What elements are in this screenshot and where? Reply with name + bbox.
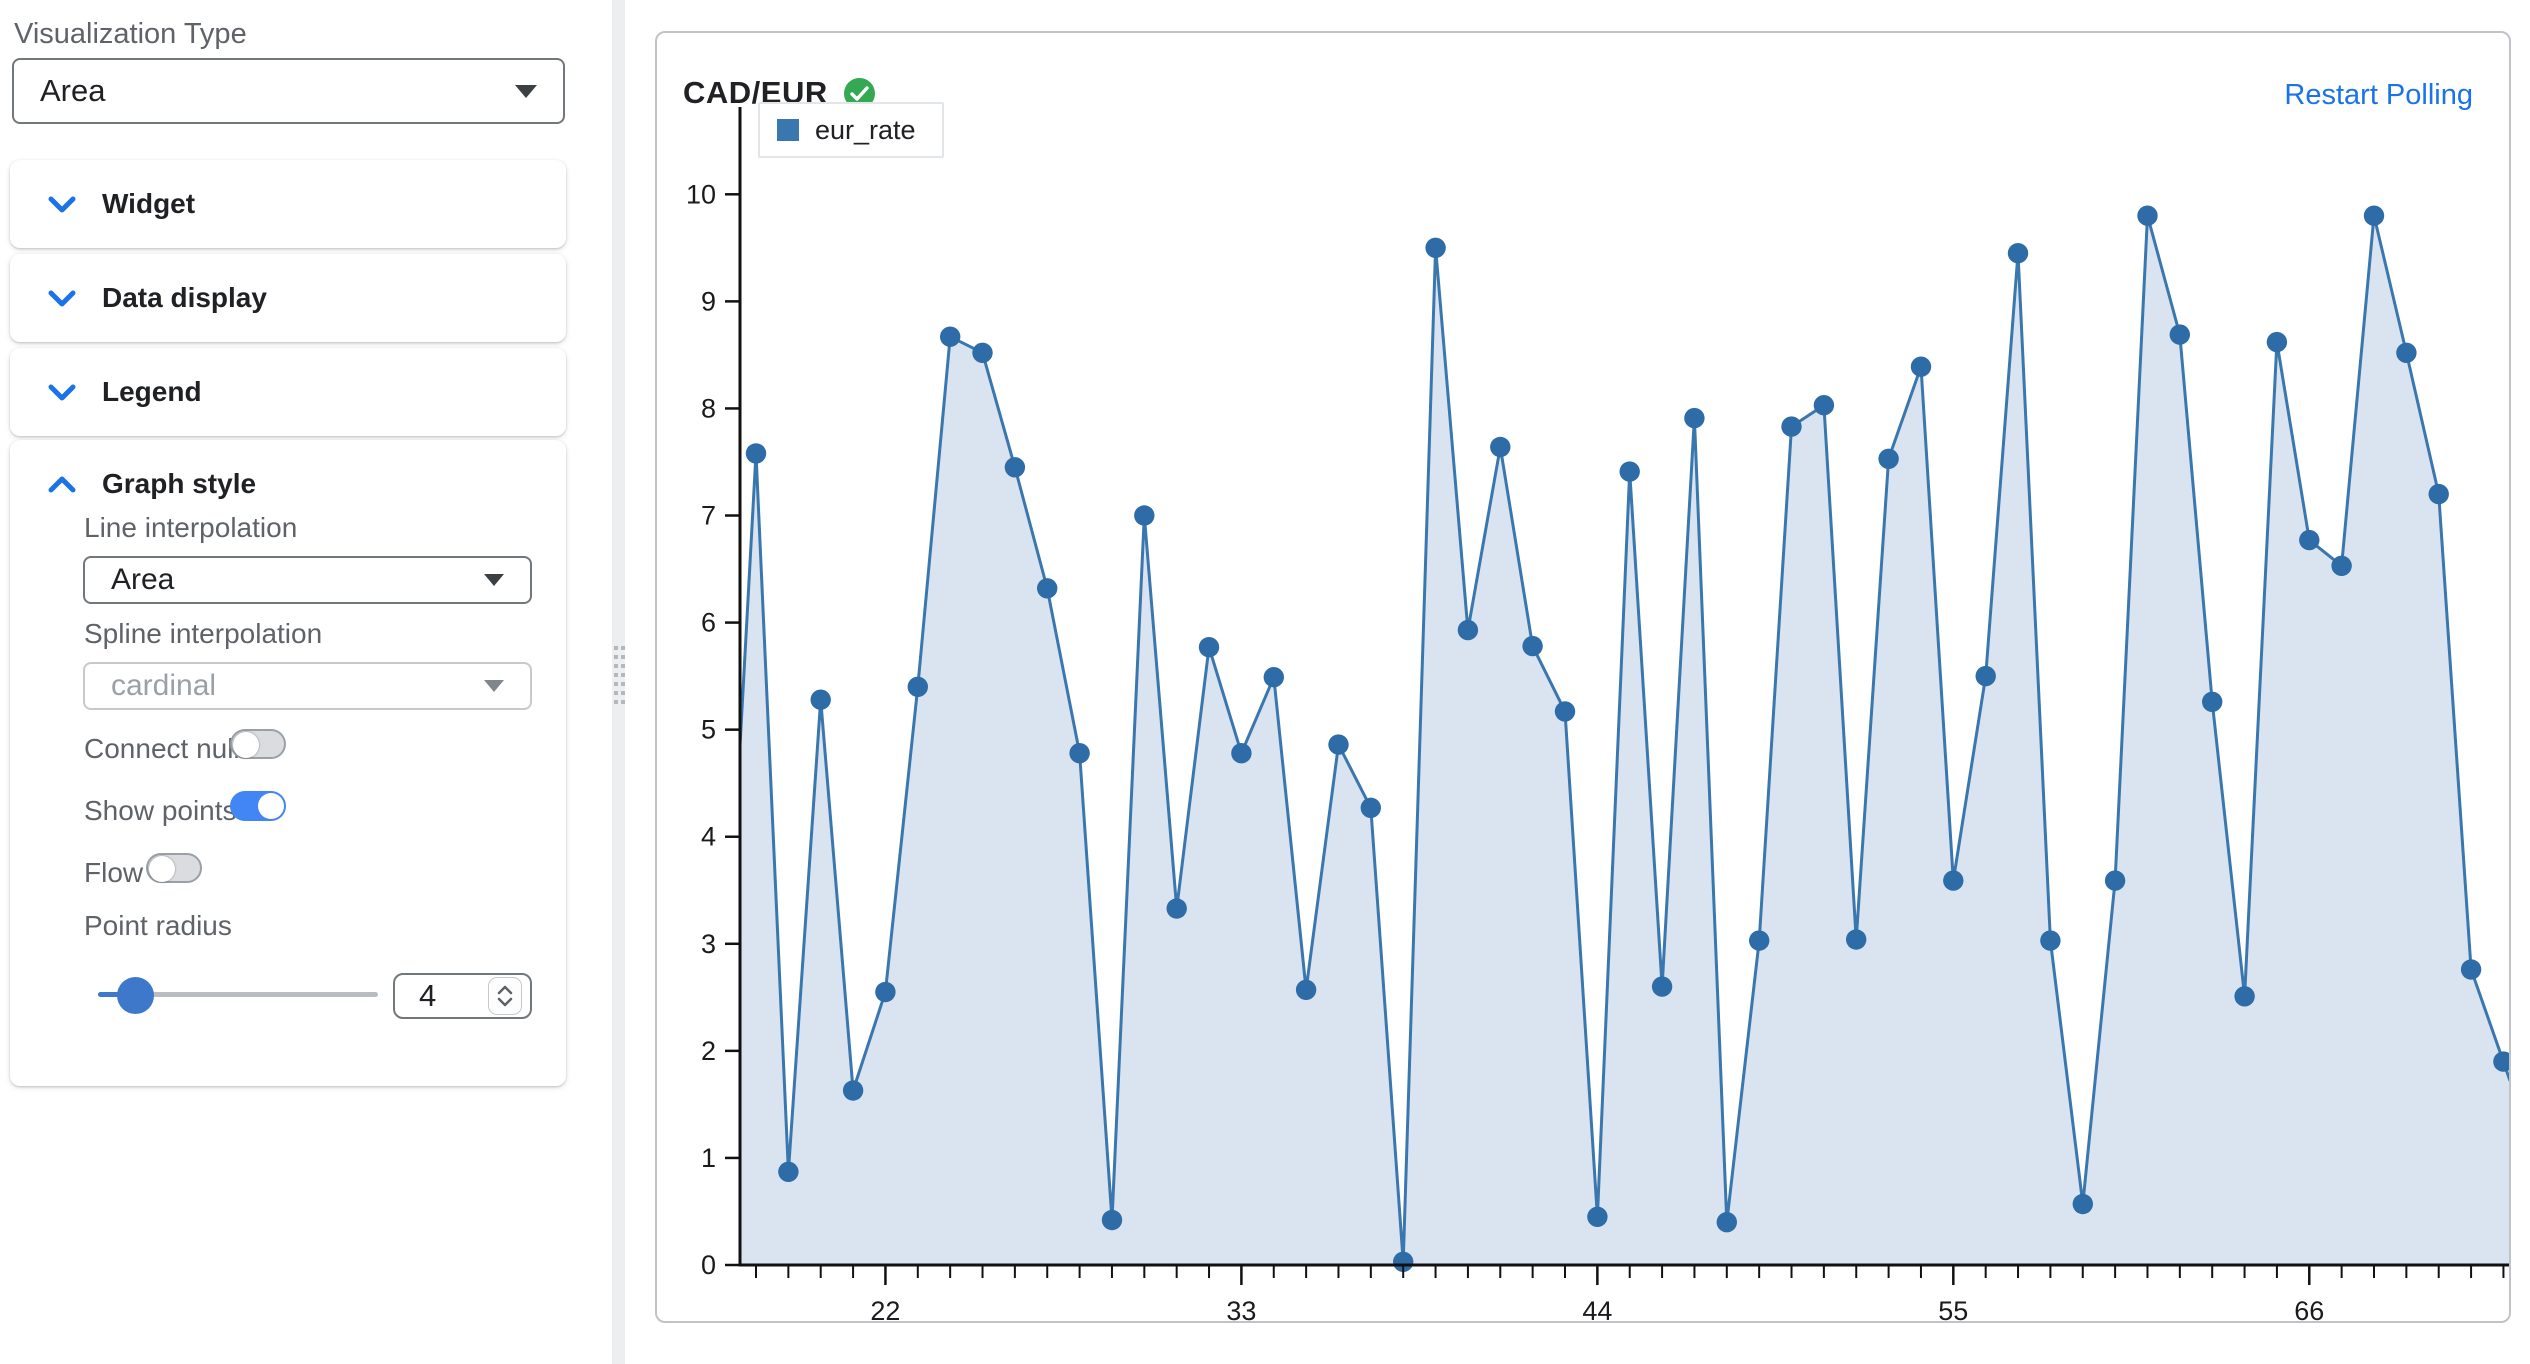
line-interpolation-value: Area xyxy=(111,563,175,596)
svg-text:1: 1 xyxy=(701,1143,716,1173)
section-label: Widget xyxy=(102,188,196,219)
svg-text:9: 9 xyxy=(701,286,716,316)
flow-label: Flow xyxy=(84,857,144,888)
svg-text:33: 33 xyxy=(1226,1296,1256,1321)
panel-resizer[interactable] xyxy=(612,0,625,1364)
area-chart-plot: 0 1 2 3 4 5 6 7 8 9 10 22 33 44 55 66 xyxy=(686,107,2509,1321)
toggle-knob xyxy=(258,793,284,819)
chevron-up-icon xyxy=(48,476,76,493)
point-radius-value: 4 xyxy=(419,978,437,1013)
svg-text:22: 22 xyxy=(870,1296,900,1321)
svg-text:66: 66 xyxy=(2294,1296,2324,1321)
svg-text:7: 7 xyxy=(701,501,716,531)
chevron-down-icon xyxy=(48,196,76,213)
svg-text:6: 6 xyxy=(701,608,716,638)
visualization-type-label: Visualization Type xyxy=(14,18,247,50)
show-points-toggle[interactable] xyxy=(230,791,286,821)
svg-text:44: 44 xyxy=(1582,1296,1612,1321)
line-interpolation-select[interactable]: Area xyxy=(83,556,532,604)
svg-text:55: 55 xyxy=(1938,1296,1968,1321)
section-card-graph-style: Graph style xyxy=(10,440,566,1086)
chevron-down-icon xyxy=(48,290,76,307)
point-radius-input[interactable]: 4 xyxy=(393,973,532,1019)
visualization-type-select[interactable]: Area xyxy=(12,58,565,124)
svg-text:5: 5 xyxy=(701,715,716,745)
chart-legend[interactable]: eur_rate xyxy=(758,102,944,158)
spline-interpolation-placeholder: cardinal xyxy=(111,669,217,702)
toggle-knob xyxy=(233,732,259,758)
svg-text:4: 4 xyxy=(701,822,716,852)
chevron-down-icon xyxy=(484,574,504,586)
chevron-down-icon xyxy=(484,680,504,692)
section-card-legend: Legend xyxy=(10,348,566,436)
section-label: Legend xyxy=(102,376,202,407)
connect-null-toggle[interactable] xyxy=(230,729,286,759)
point-radius-label: Point radius xyxy=(84,910,232,941)
svg-text:3: 3 xyxy=(701,929,716,959)
toggle-knob xyxy=(149,856,175,882)
restart-polling-link[interactable]: Restart Polling xyxy=(2284,79,2473,111)
svg-text:8: 8 xyxy=(701,393,716,423)
chevron-down-icon xyxy=(515,84,537,98)
show-points-label: Show points xyxy=(84,795,237,826)
spline-interpolation-select[interactable]: cardinal xyxy=(83,662,532,710)
point-radius-slider-track[interactable] xyxy=(98,992,378,997)
chevron-down-icon xyxy=(48,384,76,401)
drag-handle-icon[interactable] xyxy=(614,646,625,712)
flow-toggle[interactable] xyxy=(146,853,202,883)
connect-null-label: Connect null xyxy=(84,733,240,764)
section-card-data-display: Data display xyxy=(10,254,566,342)
spline-interpolation-label: Spline interpolation xyxy=(84,618,323,649)
svg-text:0: 0 xyxy=(701,1250,716,1280)
line-interpolation-label: Line interpolation xyxy=(84,512,298,543)
svg-text:2: 2 xyxy=(701,1036,716,1066)
svg-text:10: 10 xyxy=(686,179,716,209)
legend-swatch-icon xyxy=(777,119,799,141)
section-header-legend[interactable]: Legend xyxy=(10,348,566,436)
section-label: Graph style xyxy=(102,468,257,499)
point-radius-slider-knob[interactable] xyxy=(117,977,154,1014)
section-header-data-display[interactable]: Data display xyxy=(10,254,566,342)
legend-series-label: eur_rate xyxy=(815,114,916,145)
stepper-down-icon[interactable] xyxy=(497,997,513,1007)
section-header-widget[interactable]: Widget xyxy=(10,160,566,248)
stepper-up-icon[interactable] xyxy=(497,985,513,995)
section-label: Data display xyxy=(102,282,267,313)
section-header-graph-style[interactable]: Graph style xyxy=(10,440,566,528)
number-stepper[interactable] xyxy=(488,977,522,1015)
visualization-type-value: Area xyxy=(40,73,106,108)
section-card-widget: Widget xyxy=(10,160,566,248)
